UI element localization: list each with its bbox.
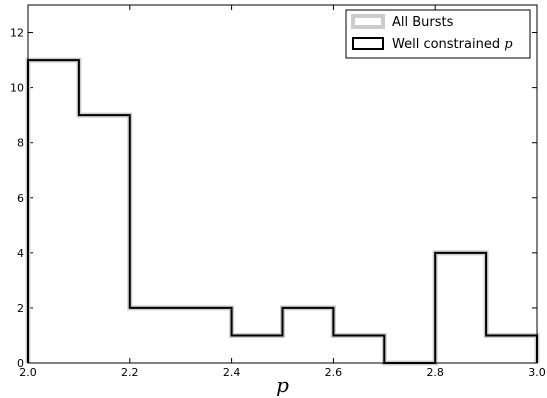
y-tick-label: 10 xyxy=(10,82,24,95)
x-tick-label: 2.0 xyxy=(19,366,37,379)
legend: All Bursts Well constrained p xyxy=(345,9,531,59)
plot-frame xyxy=(27,4,538,364)
y-tick-labels: 0 2 4 6 8 10 12 xyxy=(10,27,24,370)
legend-swatch-well-constrained xyxy=(352,37,384,50)
legend-label-well-constrained-text: Well constrained xyxy=(392,37,504,52)
legend-label-all-bursts: All Bursts xyxy=(392,15,454,30)
legend-label-well-constrained-p: p xyxy=(504,37,513,52)
series-layer xyxy=(25,57,540,366)
legend-label-well-constrained: Well constrained p xyxy=(392,37,513,52)
legend-swatch-all-bursts xyxy=(351,14,385,29)
x-tick-label: 2.4 xyxy=(223,366,241,379)
x-axis-title: p xyxy=(276,373,289,397)
y-tick-label: 6 xyxy=(17,192,24,205)
y-tick-label: 8 xyxy=(17,137,24,150)
series-well-constrained-p-step-line xyxy=(27,59,538,364)
x-tick-label: 2.2 xyxy=(121,366,139,379)
y-tick-label: 2 xyxy=(17,302,24,315)
y-tick-label: 0 xyxy=(17,357,24,370)
x-tick-label: 2.8 xyxy=(426,366,444,379)
x-tick-label: 3.0 xyxy=(528,366,546,379)
y-tick-label: 12 xyxy=(10,27,24,40)
x-tick-label: 2.6 xyxy=(325,366,343,379)
y-tick-label: 4 xyxy=(17,247,24,260)
x-tick-labels: 2.0 2.2 2.4 2.6 2.8 3.0 xyxy=(19,366,546,379)
